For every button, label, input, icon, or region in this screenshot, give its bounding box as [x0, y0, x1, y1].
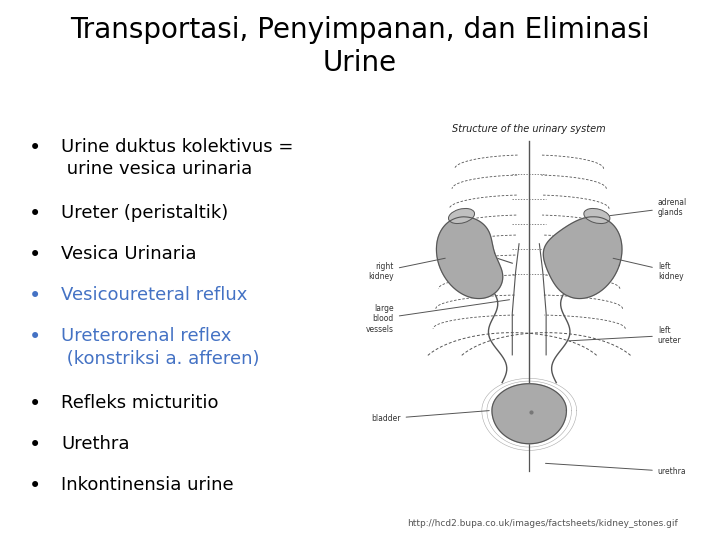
Text: •: • — [29, 138, 41, 158]
Text: Urethra: Urethra — [61, 435, 130, 453]
Text: Inkontinensia urine: Inkontinensia urine — [61, 476, 234, 494]
Text: •: • — [29, 476, 41, 496]
Text: •: • — [29, 394, 41, 414]
Text: •: • — [29, 204, 41, 224]
Text: Vesica Urinaria: Vesica Urinaria — [61, 245, 197, 263]
Polygon shape — [436, 217, 503, 299]
Ellipse shape — [584, 208, 610, 224]
Text: Ureter (peristaltik): Ureter (peristaltik) — [61, 204, 228, 222]
Text: bladder: bladder — [371, 410, 489, 423]
Text: •: • — [29, 327, 41, 347]
Text: Transportasi, Penyimpanan, dan Eliminasi
Urine: Transportasi, Penyimpanan, dan Eliminasi… — [71, 16, 649, 77]
Text: http://hcd2.bupa.co.uk/images/factsheets/kidney_stones.gif: http://hcd2.bupa.co.uk/images/factsheets… — [407, 519, 678, 528]
Text: large
blood
vessels: large blood vessels — [366, 300, 510, 334]
Text: Structure of the urinary system: Structure of the urinary system — [452, 124, 606, 134]
Text: right
kidney: right kidney — [368, 258, 445, 281]
Text: left
ureter: left ureter — [570, 326, 681, 345]
Text: Ureterorenal reflex
 (konstriksi a. afferen): Ureterorenal reflex (konstriksi a. affer… — [61, 327, 260, 368]
Text: Vesicoureteral reflux: Vesicoureteral reflux — [61, 286, 248, 304]
Text: urethra: urethra — [546, 463, 686, 476]
Text: •: • — [29, 286, 41, 306]
Text: Refleks micturitio: Refleks micturitio — [61, 394, 219, 412]
Polygon shape — [544, 217, 622, 299]
Text: •: • — [29, 435, 41, 455]
Text: adrenal
glands: adrenal glands — [610, 198, 687, 218]
Text: left
kidney: left kidney — [613, 258, 683, 281]
Polygon shape — [492, 384, 567, 444]
Text: Urine duktus kolektivus =
 urine vesica urinaria: Urine duktus kolektivus = urine vesica u… — [61, 138, 294, 178]
Ellipse shape — [449, 208, 474, 224]
Text: •: • — [29, 245, 41, 265]
